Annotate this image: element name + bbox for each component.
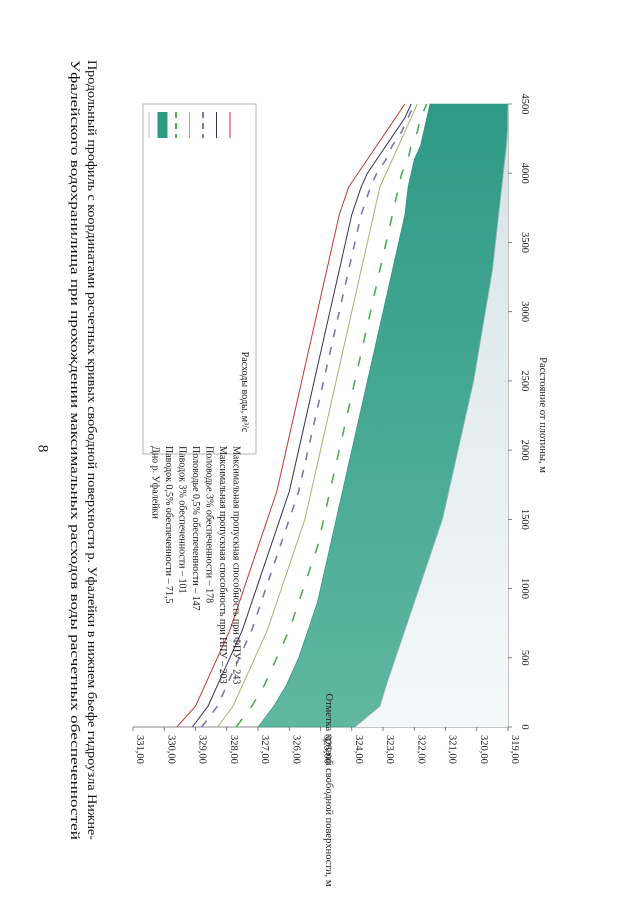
x-tick-label: 3500 xyxy=(519,232,530,253)
series-line-2 xyxy=(201,103,415,728)
y-tick-label: 331,00 xyxy=(134,735,145,764)
x-tick-label: 0 xyxy=(519,724,530,729)
y-axis-label: Отметка кривой свободной поверхности, м xyxy=(323,693,334,886)
x-axis-label: Расстояние от плотины, м xyxy=(537,357,548,473)
river-bed-area xyxy=(354,104,508,727)
y-tick-label: 320,00 xyxy=(478,735,489,764)
y-tick-label: 319,00 xyxy=(509,735,520,764)
y-tick-label: 322,00 xyxy=(415,735,426,764)
legend-title: Расходы воды, м³/с xyxy=(239,352,250,433)
legend-entry-label: Максимальная пропускная способность при … xyxy=(231,446,242,684)
chart-title-line: Продольный профиль с координатами расчет… xyxy=(85,60,99,840)
x-tick-label: 4000 xyxy=(519,163,530,184)
x-tick-label: 500 xyxy=(519,650,530,666)
y-tick-label: 329,00 xyxy=(197,735,208,764)
x-tick-label: 2500 xyxy=(519,370,530,391)
river-bed-line xyxy=(354,103,509,728)
legend-entry-label: Половодье 3% обеспеченности – 178 xyxy=(204,446,215,603)
y-tick-label: 328,00 xyxy=(228,735,239,764)
x-tick-label: 4500 xyxy=(519,94,530,115)
legend-entry-label: Максимальная пропускная способность при … xyxy=(217,446,228,684)
y-tick-label: 327,00 xyxy=(259,735,270,764)
legend-swatch xyxy=(157,112,168,138)
series-line-3 xyxy=(216,103,418,728)
y-tick-label: 324,00 xyxy=(353,735,364,764)
legend-entry-label: Половодье 0,5% обеспеченности – 147 xyxy=(190,446,201,611)
legend-entry-label: Паводок 3% обеспеченности – 101 xyxy=(177,446,188,594)
y-tick-label: 325,00 xyxy=(322,735,333,764)
series-line-0 xyxy=(176,103,406,728)
x-tick-label: 2000 xyxy=(519,440,530,461)
series-line-4 xyxy=(235,103,428,728)
x-tick-label: 3000 xyxy=(519,301,530,322)
series-line-1 xyxy=(191,103,412,728)
y-tick-label: 330,00 xyxy=(165,735,176,764)
legend-entry-label: Дно р. Уфалейки xyxy=(150,446,161,519)
y-tick-label: 326,00 xyxy=(290,735,301,764)
y-tick-label: 321,00 xyxy=(447,735,458,764)
y-tick-label: 323,00 xyxy=(384,735,395,764)
x-tick-label: 1000 xyxy=(519,578,530,599)
legend-box xyxy=(142,103,257,455)
x-tick-label: 1500 xyxy=(519,509,530,530)
chart-title-line: Уфалейского водохранилища при прохождени… xyxy=(68,60,82,840)
legend-entry-label: Паводок 0,5% обеспеченности – 71,5 xyxy=(163,446,174,604)
